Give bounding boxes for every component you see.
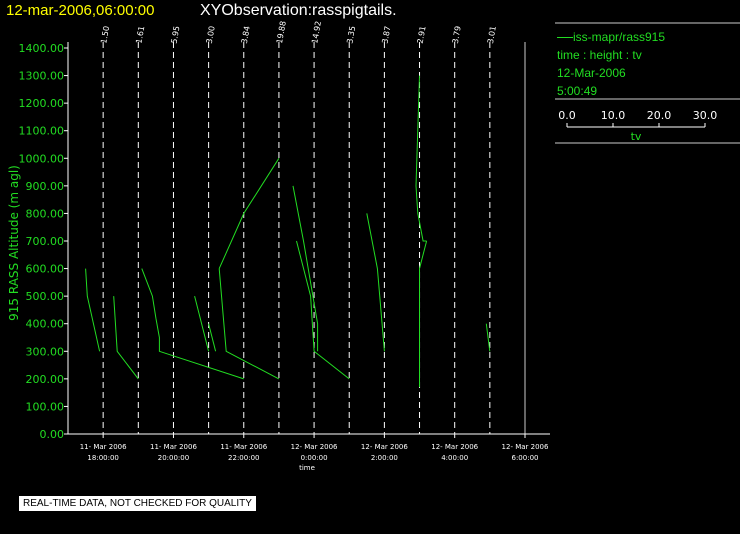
profile-value-label: 3.87 — [380, 25, 392, 44]
y-tick-label: 600.00 — [26, 263, 65, 276]
legend-variables: time : height : tv — [557, 48, 642, 62]
series-line — [485, 323, 491, 352]
legend-series: iss-mapr/rass915 — [557, 30, 665, 44]
header-date: 12-mar-2006,06:00:00 — [6, 2, 155, 19]
legend-series-name: iss-mapr/rass915 — [573, 30, 666, 44]
x-tick-time-label: 0:00:00 — [301, 454, 328, 462]
y-tick-label: 0.00 — [40, 428, 65, 441]
x-tick-date-label: 11- Mar 2006 — [150, 443, 197, 451]
x-tick-time-label: 20:00:00 — [158, 454, 189, 462]
quality-note: REAL-TIME DATA, NOT CHECKED FOR QUALITY — [19, 496, 256, 511]
legend-scale-tick-label: 10.0 — [601, 109, 626, 122]
profile-value-label: 1.61 — [134, 25, 146, 44]
y-tick-label: 1400.00 — [19, 42, 65, 55]
profile-value-label: 3.01 — [486, 25, 498, 44]
series-line — [419, 240, 428, 388]
series-line — [141, 268, 244, 380]
legend-scale-tick-label: 0.0 — [558, 109, 576, 122]
x-tick-date-label: 11- Mar 2006 — [220, 443, 267, 451]
y-tick-label: 100.00 — [26, 400, 65, 413]
profile-value-label: 1.50 — [99, 25, 111, 44]
series-line — [366, 213, 385, 352]
profile-value-label: 3.35 — [345, 25, 357, 44]
profile-value-label: 3.00 — [205, 25, 217, 44]
series-line — [292, 185, 319, 352]
series-line — [218, 158, 280, 269]
y-tick-label: 1200.00 — [19, 97, 65, 110]
y-tick-label: 400.00 — [26, 318, 65, 331]
x-tick-date-label: 11- Mar 2006 — [80, 443, 127, 451]
profile-value-label: 19.88 — [275, 20, 288, 44]
y-tick-label: 1000.00 — [19, 152, 65, 165]
series-line — [296, 240, 350, 380]
profile-value-label: 2.91 — [416, 25, 428, 44]
legend-line-swatch — [557, 37, 573, 39]
x-tick-time-label: 18:00:00 — [87, 454, 118, 462]
series-line — [415, 75, 427, 242]
y-tick-label: 900.00 — [26, 180, 65, 193]
x-tick-date-label: 12- Mar 2006 — [361, 443, 408, 451]
x-tick-time-label: 2:00:00 — [371, 454, 398, 462]
profile-value-label: 3.79 — [451, 25, 463, 44]
legend-scale-label: tv — [631, 130, 642, 143]
profile-value-label: 5.95 — [170, 25, 182, 44]
x-tick-date-label: 12- Mar 2006 — [291, 443, 338, 451]
series-line — [113, 296, 139, 380]
profile-value-label: 3.84 — [240, 25, 252, 44]
series-line — [208, 323, 217, 352]
y-tick-label: 1300.00 — [19, 70, 65, 83]
y-tick-label: 800.00 — [26, 207, 65, 220]
y-tick-label: 1100.00 — [19, 125, 65, 138]
x-axis-label: time — [299, 464, 315, 472]
chart-title: XYObservation:rasspigtails. — [200, 2, 397, 19]
y-tick-label: 500.00 — [26, 290, 65, 303]
legend-time: 5:00:49 — [557, 84, 598, 98]
legend-date: 12-Mar-2006 — [557, 66, 626, 80]
series-line — [218, 268, 280, 380]
series-line — [85, 268, 101, 352]
x-tick-time-label: 22:00:00 — [228, 454, 259, 462]
x-tick-date-label: 12- Mar 2006 — [502, 443, 549, 451]
x-tick-time-label: 4:00:00 — [441, 454, 468, 462]
legend-scale-tick-label: 30.0 — [693, 109, 718, 122]
y-tick-label: 200.00 — [26, 373, 65, 386]
legend-scale-tick-label: 20.0 — [647, 109, 672, 122]
series-line — [194, 295, 210, 352]
x-tick-date-label: 12- Mar 2006 — [431, 443, 478, 451]
legend-scale: 0.0 10.0 20.0 30.0 tv — [555, 22, 740, 144]
y-axis-label: 915 RASS Altitude (m agl) — [7, 165, 21, 321]
profile-value-label: 14.92 — [310, 20, 323, 44]
y-tick-label: 700.00 — [26, 235, 65, 248]
y-tick-label: 300.00 — [26, 345, 65, 358]
x-tick-time-label: 6:00:00 — [512, 454, 539, 462]
